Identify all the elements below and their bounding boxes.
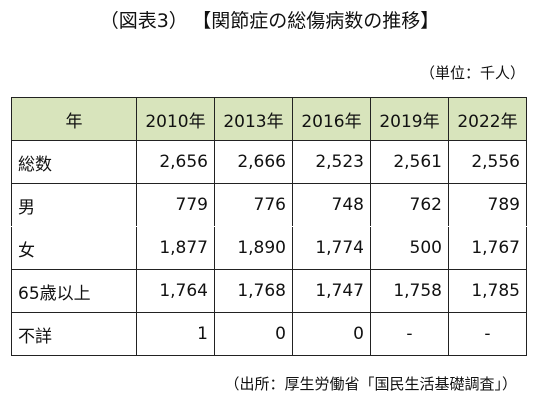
- table-cell: 776: [214, 183, 293, 227]
- header-cell-2013: 2013年: [214, 97, 293, 141]
- table-cell: 762: [370, 183, 449, 227]
- table-cell: -: [370, 312, 449, 356]
- table-cell: 0: [214, 312, 293, 356]
- table-header-row: 年 2010年 2013年 2016年 2019年 2022年: [11, 97, 527, 141]
- title-text: 【関節症の総傷病数の推移】: [201, 10, 440, 32]
- table-cell: 779: [136, 183, 215, 227]
- unit-note: （単位：千人）: [419, 64, 525, 82]
- data-table: 年 2010年 2013年 2016年 2019年 2022年 総数 2,656…: [11, 97, 527, 356]
- table-cell: 1,785: [448, 269, 527, 313]
- table-cell: 1,747: [292, 269, 371, 313]
- table-cell: 2,561: [370, 140, 449, 184]
- table-cell: 2,523: [292, 140, 371, 184]
- table-cell: 2,556: [448, 140, 527, 184]
- header-cell-year: 年: [11, 97, 137, 141]
- table-cell: -: [448, 312, 527, 356]
- table-row-female: 女 1,877 1,890 1,774 500 1,767: [11, 226, 527, 270]
- row-label: 不詳: [11, 312, 137, 356]
- header-cell-2019: 2019年: [370, 97, 449, 141]
- table-cell: 2,656: [136, 140, 215, 184]
- table-cell: 1,774: [292, 226, 371, 270]
- table-cell: 1,767: [448, 226, 527, 270]
- table-row-65-and-over: 65歳以上 1,764 1,768 1,747 1,758 1,785: [11, 269, 527, 313]
- header-cell-2016: 2016年: [292, 97, 371, 141]
- table-cell: 1,768: [214, 269, 293, 313]
- row-label: 女: [11, 226, 137, 270]
- table-row-total: 総数 2,656 2,666 2,523 2,561 2,556: [11, 140, 527, 184]
- figure-label: （図表3）: [99, 10, 188, 32]
- table-cell: 500: [370, 226, 449, 270]
- row-label: 65歳以上: [11, 269, 137, 313]
- header-cell-2010: 2010年: [136, 97, 215, 141]
- table-cell: 1,890: [214, 226, 293, 270]
- table-cell: 789: [448, 183, 527, 227]
- table-cell: 1: [136, 312, 215, 356]
- table-cell: 1,764: [136, 269, 215, 313]
- row-label: 男: [11, 183, 137, 227]
- table-cell: 0: [292, 312, 371, 356]
- table-cell: 1,877: [136, 226, 215, 270]
- table-cell: 748: [292, 183, 371, 227]
- table-cell: 2,666: [214, 140, 293, 184]
- table-row-unknown: 不詳 1 0 0 - -: [11, 312, 527, 356]
- header-cell-2022: 2022年: [448, 97, 527, 141]
- table-row-male: 男 779 776 748 762 789: [11, 183, 527, 227]
- row-label: 総数: [11, 140, 137, 184]
- source-note: （出所：厚生労働省「国民生活基礎調査」）: [224, 375, 517, 393]
- table-cell: 1,758: [370, 269, 449, 313]
- page-title: （図表3） 【関節症の総傷病数の推移】: [0, 8, 539, 34]
